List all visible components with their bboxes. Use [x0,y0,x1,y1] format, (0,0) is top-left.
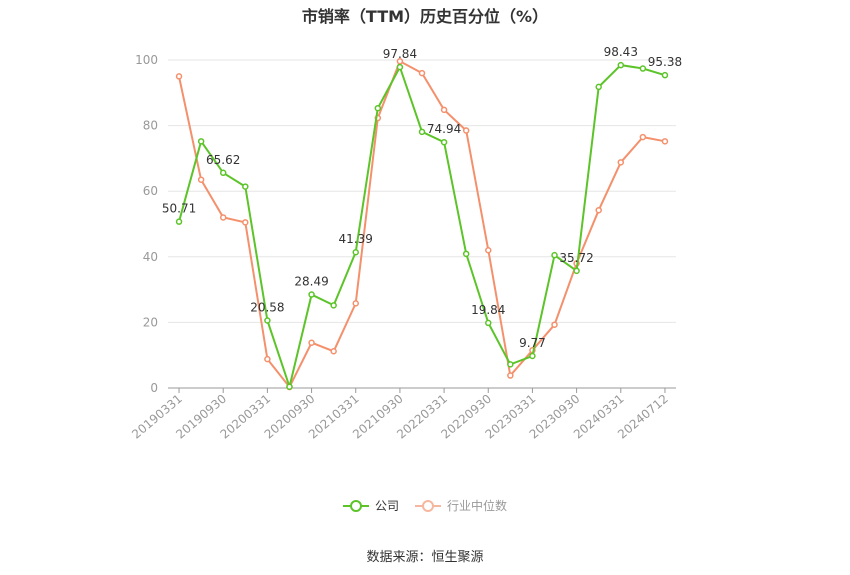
y-tick-label: 0 [150,381,158,395]
data-label: 41.39 [339,232,373,246]
data-label: 98.43 [604,45,638,59]
data-point [175,218,183,225]
data-point [308,291,315,298]
data-point [286,383,293,390]
data-point [529,352,536,360]
data-point [507,372,514,379]
y-tick-label: 40 [143,250,158,264]
data-label: 65.62 [206,153,240,167]
data-label: 74.94 [427,122,461,136]
data-point [242,183,249,190]
data-point [396,63,404,71]
data-point [418,69,426,77]
data-point [175,73,183,80]
data-point [352,300,359,307]
data-point [197,176,205,183]
data-point [418,128,426,136]
data-point [485,319,492,327]
data-point [485,246,492,254]
legend-item-industry[interactable]: 行业中位数 [415,497,507,514]
data-label: 20.58 [250,300,284,314]
data-point [219,169,227,177]
data-point [440,106,448,114]
data-point [617,159,625,166]
legend: 公司 行业中位数 [0,497,850,514]
data-point [352,248,359,256]
y-tick-label: 100 [135,53,158,67]
data-point [595,83,602,91]
data-point [639,133,647,141]
grid-lines [168,59,676,323]
data-point [661,138,669,145]
data-point [396,58,404,65]
data-point [197,138,205,145]
data-point [462,127,470,134]
data-label: 97.84 [383,47,417,61]
data-label: 35.72 [559,251,593,265]
data-point [242,219,249,226]
data-point [330,348,337,355]
legend-industry-label: 行业中位数 [447,499,508,513]
data-point [374,104,382,112]
legend-item-company[interactable]: 公司 [342,497,399,514]
data-label: 28.49 [294,275,328,289]
data-label: 19.84 [471,303,505,317]
axes: 0204060801002019033120190930202003312020… [129,53,676,442]
data-point [440,138,448,146]
data-point [595,206,602,214]
data-point [264,317,271,324]
legend-company-swatch-icon [342,499,369,512]
data-point [551,251,558,259]
y-tick-label: 80 [143,119,158,133]
data-point [264,355,271,363]
data-label: 50.71 [162,202,196,216]
chart-title: 市销率（TTM）历史百分位（%） [301,7,549,26]
data-label: 95.38 [648,55,682,69]
data-point [661,71,669,79]
legend-industry-swatch-icon [415,499,441,512]
data-point [330,302,337,309]
data-point [507,361,514,368]
data-point [639,65,647,72]
y-tick-label: 20 [143,315,158,329]
data-point [573,267,580,275]
data-point [219,214,227,221]
data-source: 数据来源：恒生聚源 [366,550,484,565]
y-tick-label: 60 [143,184,158,198]
data-point [551,321,558,328]
data-labels: 50.71 65.62 20.58 28.49 41.39 97.84 74.94 19.84… [162,45,682,350]
data-point [617,61,625,69]
series-lines [175,58,669,391]
data-point [308,339,315,346]
legend-company-label: 公司 [374,499,399,513]
data-label: 9.77 [519,336,546,350]
data-point [462,250,470,258]
